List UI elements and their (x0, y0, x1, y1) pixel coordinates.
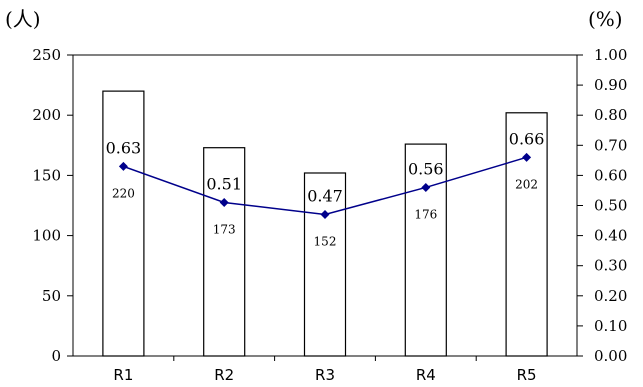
count-data-label: 176 (414, 207, 437, 221)
left-tick-label: 150 (32, 166, 61, 184)
rate-marker (219, 197, 229, 207)
left-axis-unit: (人) (5, 7, 41, 31)
count-data-label: 152 (314, 235, 337, 249)
category-label: R4 (416, 366, 436, 384)
right-axis-unit: (%) (588, 7, 623, 31)
count-data-label: 220 (112, 186, 135, 200)
rate-data-label: 0.63 (106, 138, 142, 157)
bar-r1 (102, 90, 145, 357)
right-tick-label: 0.30 (594, 257, 627, 275)
category-label: R5 (517, 366, 537, 384)
left-tick-label: 50 (42, 287, 61, 305)
count-data-label: 202 (515, 177, 538, 191)
right-tick-label: 0.00 (594, 347, 627, 365)
right-tick-label: 0.60 (594, 166, 627, 184)
right-tick-label: 0.90 (594, 76, 627, 94)
right-tick-label: 0.40 (594, 227, 627, 245)
right-tick-label: 0.50 (594, 197, 627, 215)
right-tick-label: 1.00 (594, 46, 627, 64)
count-data-label: 173 (213, 222, 236, 236)
left-tick-label: 250 (32, 46, 61, 64)
bar-r5 (505, 112, 548, 357)
left-tick-label: 100 (32, 227, 61, 245)
rate-marker (421, 182, 431, 192)
bar-r4 (404, 143, 447, 357)
rate-data-label: 0.47 (307, 187, 343, 206)
category-label: R3 (315, 366, 335, 384)
right-tick-label: 0.70 (594, 136, 627, 154)
right-tick-label: 0.20 (594, 287, 627, 305)
category-label: R2 (214, 366, 234, 384)
right-tick-label: 0.10 (594, 317, 627, 335)
rate-data-label: 0.66 (509, 129, 545, 148)
rate-data-label: 0.56 (408, 159, 444, 178)
rate-marker (320, 210, 330, 220)
rate-marker (118, 161, 128, 171)
left-tick-label: 200 (32, 106, 61, 124)
rate-data-label: 0.51 (206, 174, 242, 193)
bar-r2 (203, 147, 246, 357)
left-tick-label: 0 (51, 347, 61, 365)
bar-r3 (303, 172, 347, 357)
right-tick-label: 0.80 (594, 106, 627, 124)
category-label: R1 (113, 366, 133, 384)
rate-marker (522, 152, 532, 162)
plot-area: 0 50 100 150 200 250 0.00 0.10 0.20 0.30 0.40 0.50 0… (32, 46, 627, 384)
